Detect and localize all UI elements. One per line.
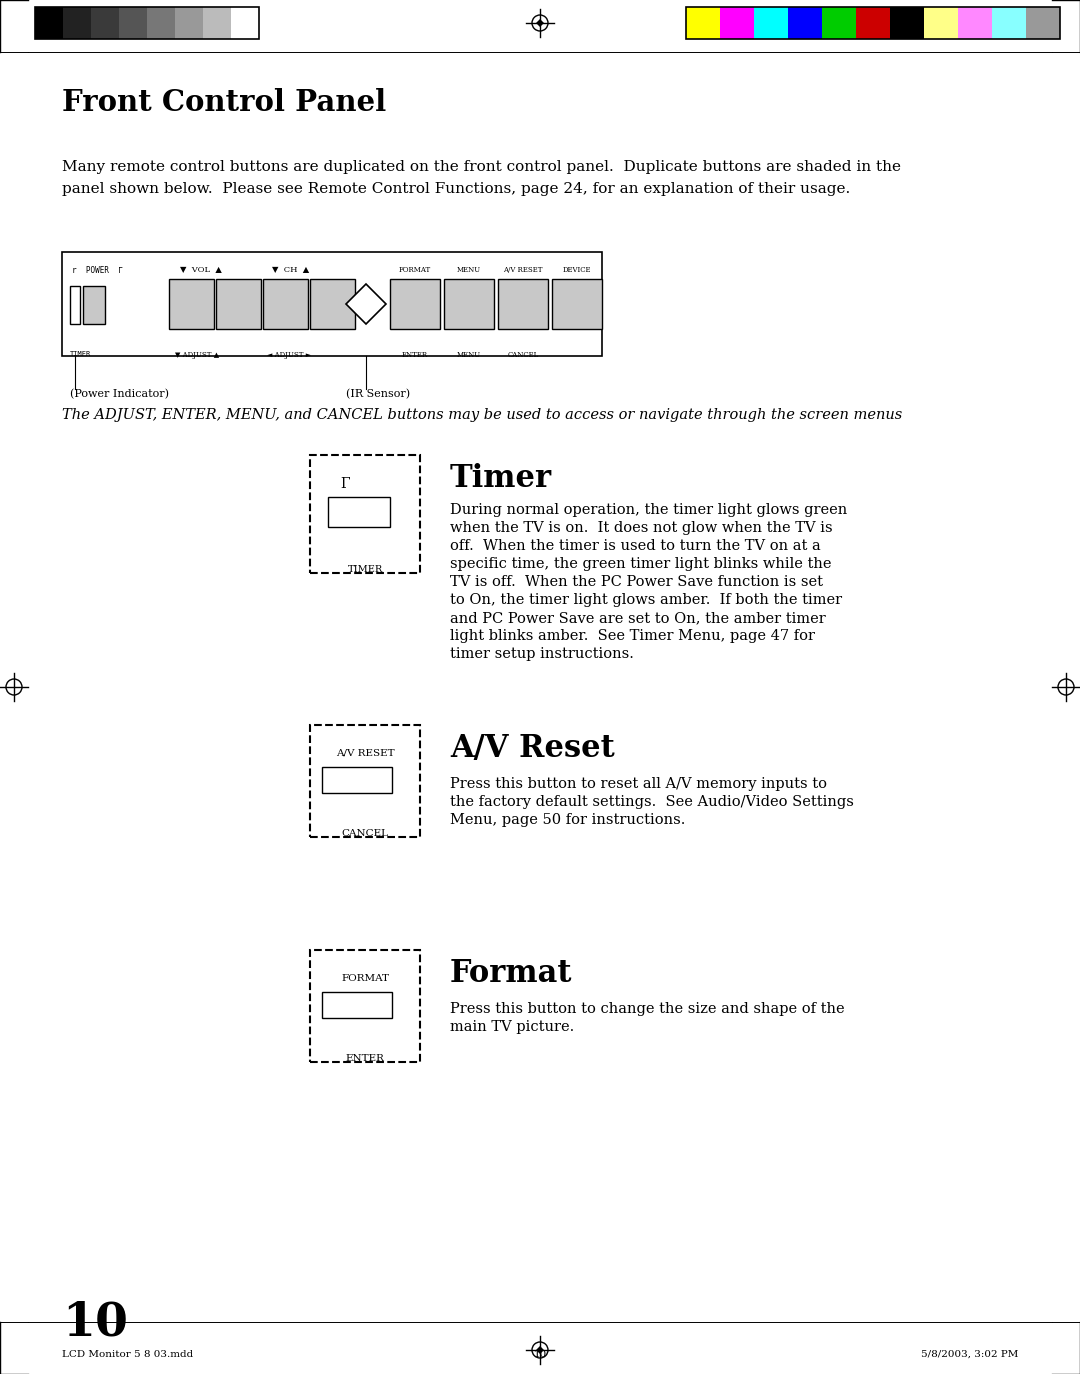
Text: FORMAT: FORMAT — [399, 267, 431, 273]
Text: TIMER: TIMER — [348, 565, 382, 574]
Bar — [203, 7, 231, 38]
Text: FORMAT: FORMAT — [341, 974, 389, 982]
Text: Front Control Panel: Front Control Panel — [62, 88, 387, 117]
Text: and PC Power Save are set to On, the amber timer: and PC Power Save are set to On, the amb… — [450, 611, 826, 625]
Text: r  POWER  Γ: r POWER Γ — [72, 267, 123, 275]
Bar — [390, 279, 440, 328]
Text: CANCEL: CANCEL — [508, 350, 539, 359]
Text: ENTER: ENTER — [402, 350, 428, 359]
Bar — [444, 279, 494, 328]
Text: The ADJUST, ENTER, MENU, and CANCEL buttons may be used to access or navigate th: The ADJUST, ENTER, MENU, and CANCEL butt… — [62, 408, 902, 422]
Text: LCD Monitor 5 8 03.mdd: LCD Monitor 5 8 03.mdd — [62, 1351, 193, 1359]
Text: Timer: Timer — [450, 463, 552, 495]
Text: specific time, the green timer light blinks while the: specific time, the green timer light bli… — [450, 556, 832, 572]
Text: the factory default settings.  See Audio/Video Settings: the factory default settings. See Audio/… — [450, 796, 854, 809]
Text: off.  When the timer is used to turn the TV on at a: off. When the timer is used to turn the … — [450, 539, 821, 552]
Bar — [216, 279, 261, 328]
Text: Press this button to change the size and shape of the: Press this button to change the size and… — [450, 1002, 845, 1015]
Bar — [754, 7, 788, 38]
Bar — [168, 279, 214, 328]
Bar — [175, 7, 203, 38]
Text: 10: 10 — [62, 1300, 129, 1347]
Text: to On, the timer light glows amber.  If both the timer: to On, the timer light glows amber. If b… — [450, 594, 842, 607]
Bar — [552, 279, 602, 328]
Text: ENTER: ENTER — [346, 1054, 384, 1063]
Text: A/V Reset: A/V Reset — [450, 732, 615, 764]
Polygon shape — [536, 1347, 544, 1353]
Bar — [958, 7, 993, 38]
Bar — [83, 286, 105, 324]
Bar — [924, 7, 958, 38]
Bar — [119, 7, 147, 38]
Bar — [686, 7, 720, 38]
Text: A/V RESET: A/V RESET — [503, 267, 543, 273]
Text: A/V RESET: A/V RESET — [336, 749, 394, 758]
Text: panel shown below.  Please see Remote Control Functions, page 24, for an explana: panel shown below. Please see Remote Con… — [62, 181, 850, 196]
Text: 10: 10 — [534, 1351, 546, 1359]
Text: light blinks amber.  See Timer Menu, page 47 for: light blinks amber. See Timer Menu, page… — [450, 629, 815, 643]
Bar — [686, 7, 1059, 38]
Text: MENU: MENU — [457, 267, 481, 273]
Text: CANCEL: CANCEL — [341, 829, 389, 838]
Text: TIMFR: TIMFR — [70, 350, 91, 357]
Text: when the TV is on.  It does not glow when the TV is: when the TV is on. It does not glow when… — [450, 521, 833, 534]
Text: DEVICE: DEVICE — [563, 267, 591, 273]
Text: MENU: MENU — [457, 350, 481, 359]
Bar — [328, 497, 390, 528]
Bar — [91, 7, 119, 38]
Text: Many remote control buttons are duplicated on the front control panel.  Duplicat: Many remote control buttons are duplicat… — [62, 159, 901, 174]
Polygon shape — [346, 284, 386, 324]
Bar — [231, 7, 259, 38]
Text: main TV picture.: main TV picture. — [450, 1020, 575, 1035]
Bar — [310, 725, 420, 837]
Bar — [35, 7, 63, 38]
Bar — [63, 7, 91, 38]
Text: ▼  CH  ▲: ▼ CH ▲ — [272, 267, 309, 273]
Text: ▼ ADJUST ▲: ▼ ADJUST ▲ — [175, 350, 219, 359]
Bar — [322, 767, 392, 793]
Bar — [788, 7, 822, 38]
Bar — [62, 251, 602, 356]
Text: 5/8/2003, 3:02 PM: 5/8/2003, 3:02 PM — [920, 1351, 1018, 1359]
Bar — [856, 7, 890, 38]
Bar — [310, 455, 420, 573]
Bar — [264, 279, 308, 328]
Text: Γ: Γ — [340, 477, 350, 491]
Bar — [890, 7, 924, 38]
Text: Menu, page 50 for instructions.: Menu, page 50 for instructions. — [450, 813, 686, 827]
Bar — [70, 286, 80, 324]
Polygon shape — [536, 19, 544, 27]
Bar — [1026, 7, 1059, 38]
Text: timer setup instructions.: timer setup instructions. — [450, 647, 634, 661]
Bar — [35, 7, 259, 38]
Bar — [498, 279, 548, 328]
Text: ◄ ADJUST ►: ◄ ADJUST ► — [267, 350, 311, 359]
Text: Press this button to reset all A/V memory inputs to: Press this button to reset all A/V memor… — [450, 778, 827, 791]
Bar — [822, 7, 856, 38]
Text: ▼  VOL  ▲: ▼ VOL ▲ — [180, 267, 221, 273]
Text: (IR Sensor): (IR Sensor) — [346, 389, 410, 400]
Text: Format: Format — [450, 958, 572, 989]
Bar — [720, 7, 754, 38]
Text: During normal operation, the timer light glows green: During normal operation, the timer light… — [450, 503, 847, 517]
Bar — [322, 992, 392, 1018]
Bar — [310, 949, 420, 1062]
Text: (Power Indicator): (Power Indicator) — [70, 389, 168, 400]
Bar — [147, 7, 175, 38]
Text: TV is off.  When the PC Power Save function is set: TV is off. When the PC Power Save functi… — [450, 574, 823, 589]
Bar — [993, 7, 1026, 38]
Bar — [310, 279, 355, 328]
